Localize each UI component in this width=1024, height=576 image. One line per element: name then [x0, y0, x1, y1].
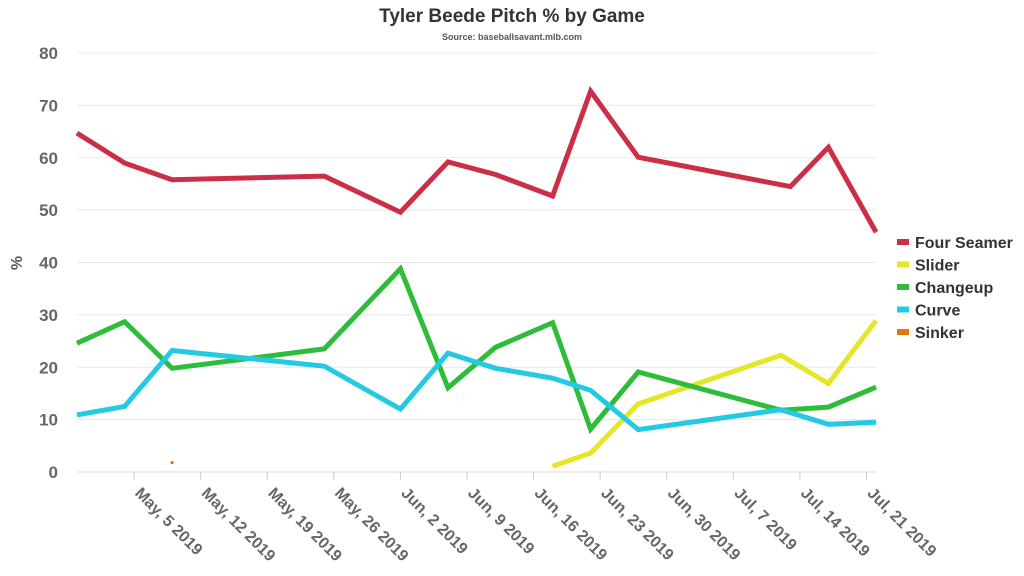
x-tick-label: May, 5 2019: [131, 485, 205, 559]
slider-point: [827, 382, 829, 384]
slider-point: [590, 452, 592, 454]
y-tick-label: 40: [39, 254, 58, 273]
changeup-point: [76, 342, 78, 344]
curve-point: [552, 377, 554, 379]
x-tick-label: Jun, 2 2019: [398, 485, 471, 558]
chart-title: Tyler Beede Pitch % by Game: [379, 6, 645, 27]
series-lines: [75, 85, 879, 469]
legend-swatch-sinker: [897, 329, 909, 335]
four-seamer-line: [75, 85, 879, 234]
four-seamer-point: [637, 156, 639, 158]
curve-point: [323, 365, 325, 367]
y-tick-label: 10: [39, 411, 58, 430]
legend-swatch-changeup: [897, 284, 909, 290]
four-seamer-point: [171, 179, 173, 181]
slider-point: [875, 320, 877, 322]
legend-label-curve: Curve: [915, 303, 960, 320]
y-tick-label: 80: [39, 44, 58, 63]
legend-label-slider: Slider: [915, 258, 959, 275]
four-seamer-point: [789, 186, 791, 188]
y-tick-label: 70: [39, 96, 58, 115]
changeup-point: [637, 371, 639, 373]
gridlines: [77, 52, 876, 473]
y-tick-label: 20: [39, 358, 58, 377]
four-seamer-point: [875, 231, 877, 233]
y-axis-label: %: [9, 256, 26, 270]
curve-point: [124, 406, 126, 408]
legend: Four Seamer Slider Changeup Curve Sinker: [897, 235, 1013, 342]
x-tick-label: Jul, 21 2019: [864, 485, 940, 561]
legend-swatch-curve: [897, 306, 909, 313]
y-axis: 0 10 20 30 40 50 60 70 80: [39, 44, 58, 482]
changeup-point: [875, 386, 877, 388]
four-seamer-point: [827, 146, 829, 148]
curve-point: [780, 409, 782, 411]
four-seamer-point: [124, 162, 126, 164]
four-seamer-point: [447, 161, 449, 163]
x-tick-label: Jul, 7 2019: [730, 485, 799, 554]
legend-label-sinker: Sinker: [915, 325, 964, 342]
curve-point: [827, 423, 829, 425]
changeup-point: [399, 268, 401, 270]
four-seamer-point: [552, 195, 554, 197]
changeup-point: [552, 322, 554, 324]
slider-line: [551, 319, 878, 469]
legend-label-changeup: Changeup: [915, 280, 993, 297]
sinker-point: [170, 460, 174, 465]
curve-point: [590, 389, 592, 391]
curve-point: [171, 349, 173, 351]
y-tick-label: 60: [39, 149, 58, 168]
curve-point: [76, 414, 78, 416]
y-tick-label: 0: [49, 463, 58, 482]
legend-label-four-seamer: Four Seamer: [915, 235, 1013, 252]
chart-subtitle: Source: baseballsavant.mlb.com: [441, 32, 583, 42]
changeup-point: [171, 367, 173, 369]
changeup-point: [590, 428, 592, 430]
four-seamer-point: [76, 132, 78, 134]
changeup-point: [827, 406, 829, 408]
changeup-point: [495, 346, 497, 348]
changeup-point: [323, 348, 325, 350]
changeup-point: [447, 387, 449, 389]
y-tick-label: 50: [39, 201, 58, 220]
changeup-point: [124, 321, 126, 323]
changeup-line: [75, 264, 877, 435]
four-seamer-point: [590, 90, 592, 92]
slider-point: [780, 354, 782, 356]
curve-point: [875, 421, 877, 423]
curve-point: [495, 367, 497, 369]
curve-point: [399, 408, 401, 410]
four-seamer-point: [495, 174, 497, 176]
y-tick-label: 30: [39, 306, 58, 325]
four-seamer-point: [399, 211, 401, 213]
x-tick-label: Jun, 9 2019: [464, 485, 537, 558]
legend-swatch-slider: [897, 261, 909, 268]
four-seamer-point: [323, 175, 325, 177]
curve-point: [447, 352, 449, 354]
curve-point: [637, 429, 639, 431]
x-tick-label: Jul, 14 2019: [797, 485, 873, 561]
slider-point: [552, 465, 554, 467]
slider-point: [637, 403, 639, 405]
legend-swatch-four-seamer: [897, 239, 909, 245]
